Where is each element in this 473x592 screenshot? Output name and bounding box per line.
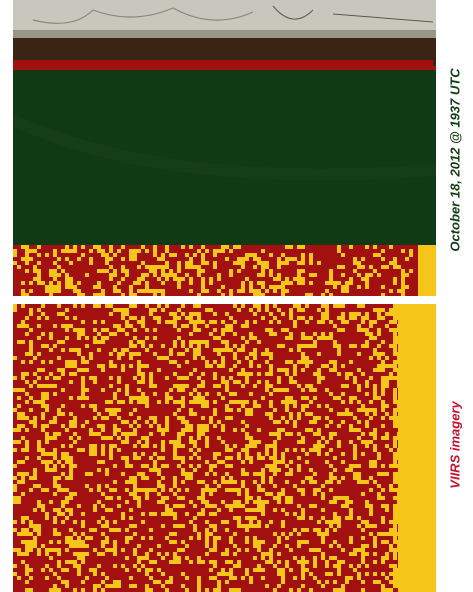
bottom-mask-pixels [13, 304, 405, 592]
date-time-text: October 18, 2012 @ 1937 UTC [447, 68, 463, 252]
top-mask-pixels [13, 245, 436, 296]
bottom-panel-graphic [13, 304, 436, 592]
classification-mask-panel [13, 304, 436, 592]
product-label: VIIRS imagery [447, 401, 463, 489]
date-time-label: October 18, 2012 @ 1937 UTC [448, 68, 463, 251]
top-panel-graphic [13, 0, 436, 296]
true-color-and-mask-panel [13, 0, 436, 296]
